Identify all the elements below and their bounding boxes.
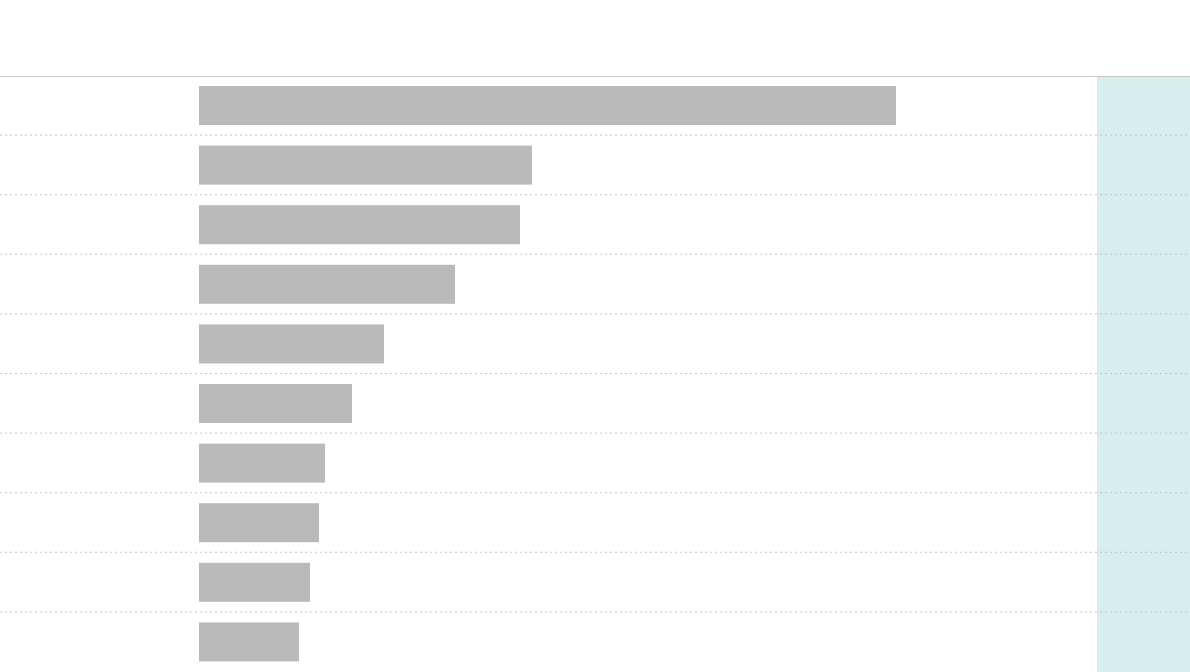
bar <box>199 145 532 185</box>
bar <box>199 384 352 423</box>
bar <box>199 264 455 304</box>
bar <box>199 324 384 364</box>
bar <box>199 622 299 662</box>
bar <box>199 503 319 543</box>
bar <box>199 443 325 483</box>
bar <box>199 205 520 245</box>
bar <box>199 86 896 125</box>
highlight-column <box>1097 76 1190 672</box>
bar <box>199 562 310 602</box>
